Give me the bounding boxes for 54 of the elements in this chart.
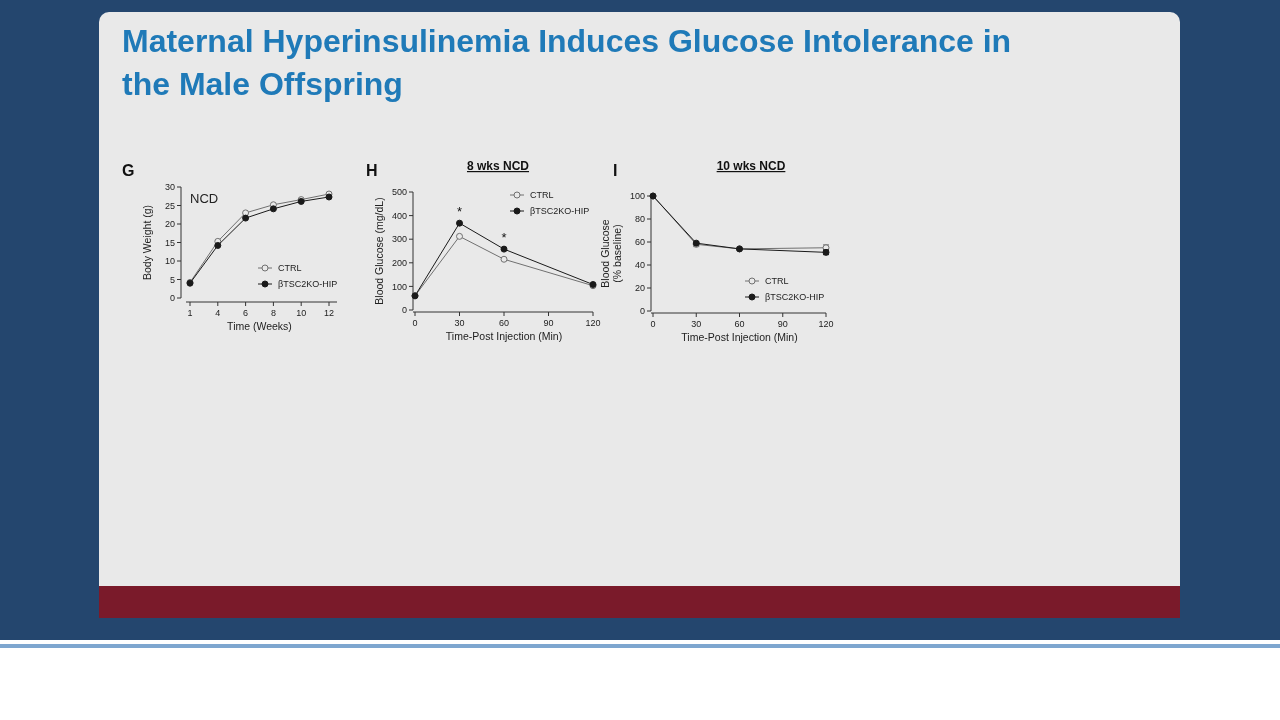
- y-tick-label: 100: [629, 191, 645, 202]
- legend-label: βTSC2KO-HIP: [530, 206, 590, 217]
- x-axis-title: Time-Post Injection (Min): [681, 331, 798, 343]
- text: I: [613, 162, 618, 179]
- x-tick-label: 120: [585, 318, 601, 328]
- x-tick-label: 0: [412, 318, 418, 328]
- y-tick-label: 60: [634, 237, 645, 248]
- x-tick-label: 60: [498, 318, 510, 328]
- y-axis-title: Body Weight (g): [141, 204, 153, 281]
- x-tick-label: 8: [270, 308, 276, 318]
- x-tick-label: 60: [734, 319, 745, 329]
- x-tick-label: 10: [296, 308, 307, 318]
- text: Maternal Hyperinsulinemia Induces Glucose Intolerance in the Male Offspring: [122, 23, 1012, 102]
- chart-title: 10 wks NCD: [716, 159, 786, 173]
- y-tick-label: 20: [634, 283, 645, 294]
- x-axis-title: Time-Post Injection (Min): [445, 330, 563, 342]
- y-tick-label: 20: [164, 219, 175, 230]
- x-tick-label: 90: [543, 318, 554, 328]
- y-axis-title: Blood Glucose (mg/dL): [373, 197, 385, 305]
- text: G: [122, 162, 135, 179]
- y-tick-label: 25: [164, 200, 175, 211]
- chart-title: 8 wks NCD: [466, 159, 530, 173]
- x-tick-label: 90: [777, 319, 788, 329]
- y-tick-label: 200: [391, 257, 407, 268]
- legend-label: CTRL: [278, 263, 302, 274]
- y-tick-label: 100: [391, 281, 407, 292]
- x-tick-label: 12: [323, 308, 335, 318]
- y-tick-label: 500: [391, 187, 407, 198]
- x-tick-label: 30: [691, 319, 702, 329]
- annotation: *: [456, 203, 463, 219]
- y-tick-label: 80: [634, 214, 645, 225]
- x-tick-label: 1: [187, 308, 193, 318]
- x-tick-label: 6: [243, 308, 249, 318]
- annotation: *: [501, 229, 507, 245]
- x-tick-label: 0: [650, 319, 656, 329]
- legend-label: CTRL: [765, 276, 789, 287]
- x-tick-label: 120: [818, 319, 834, 329]
- legend-label: βTSC2KO-HIP: [765, 292, 825, 303]
- y-axis-title: Blood Glucose (% baseline): [599, 219, 623, 288]
- y-tick-label: 15: [164, 237, 175, 248]
- y-tick-label: 5: [169, 274, 175, 285]
- y-tick-label: 400: [391, 210, 407, 221]
- annotation: NCD: [190, 191, 219, 206]
- y-tick-label: 10: [164, 256, 175, 267]
- y-tick-label: 30: [164, 182, 175, 193]
- x-tick-label: 4: [215, 308, 221, 318]
- legend-label: CTRL: [530, 190, 554, 201]
- y-tick-label: 40: [634, 260, 645, 271]
- y-tick-label: 300: [391, 234, 407, 245]
- x-tick-label: 30: [454, 318, 465, 328]
- text: H: [366, 162, 378, 179]
- x-axis-title: Time (Weeks): [227, 320, 292, 332]
- y-tick-label: 0: [169, 293, 175, 304]
- legend-label: βTSC2KO-HIP: [278, 279, 338, 290]
